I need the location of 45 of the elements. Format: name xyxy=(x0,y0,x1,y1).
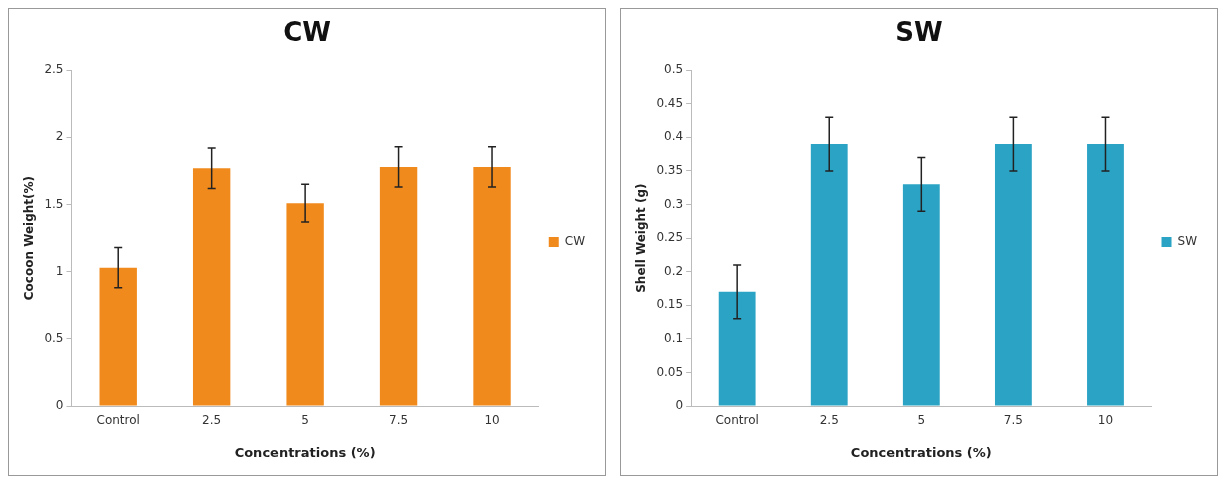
y-tick-label: 0.15 xyxy=(656,297,684,312)
y-axis-title: Shell Weight (g) xyxy=(634,183,649,293)
bar xyxy=(473,166,511,406)
x-tick-label: 2.5 xyxy=(819,413,839,428)
bar xyxy=(379,166,418,406)
y-tick-label: 0 xyxy=(675,398,684,413)
x-tick-label: Control xyxy=(96,413,140,428)
legend-label: SW xyxy=(1177,234,1198,249)
bar xyxy=(902,184,940,406)
y-tick-label: 0.3 xyxy=(664,196,684,211)
chart-title: CW xyxy=(283,17,331,48)
y-tick-label: 0.25 xyxy=(656,230,684,245)
x-tick-label: 7.5 xyxy=(389,413,409,428)
x-tick-label: 5 xyxy=(917,413,926,428)
y-tick-label: 0 xyxy=(55,398,64,413)
y-tick-label: 0.35 xyxy=(656,163,684,178)
x-tick-label: 10 xyxy=(484,413,500,428)
bar xyxy=(994,144,1032,406)
x-tick-label: 10 xyxy=(1097,413,1114,428)
bar xyxy=(192,168,231,406)
bar xyxy=(718,291,756,406)
x-tick-label: Control xyxy=(715,413,759,428)
bar xyxy=(99,267,137,406)
bar xyxy=(1087,144,1124,406)
x-axis-title: Concentrations (%) xyxy=(234,444,376,460)
y-axis-title: Cocoon Weight(%) xyxy=(22,175,37,301)
y-tick-label: 2.5 xyxy=(44,62,64,77)
x-tick-label: 2.5 xyxy=(202,413,222,428)
x-tick-label: 7.5 xyxy=(1003,413,1023,428)
y-tick-label: 0.4 xyxy=(664,129,684,144)
y-tick-label: 0.2 xyxy=(664,263,684,278)
y-tick-label: 1.5 xyxy=(44,196,64,211)
bar xyxy=(810,144,848,406)
bar xyxy=(286,203,324,406)
y-tick-label: 2 xyxy=(55,129,64,144)
y-tick-label: 1 xyxy=(55,263,64,278)
y-tick-label: 0.05 xyxy=(656,364,684,379)
y-tick-label: 0.1 xyxy=(664,330,684,345)
y-tick-label: 0.5 xyxy=(664,62,684,77)
y-tick-label: 0.45 xyxy=(656,95,684,110)
x-axis-title: Concentrations (%) xyxy=(850,444,992,460)
chart-title: SW xyxy=(895,17,943,48)
legend-label: CW xyxy=(564,234,586,249)
x-tick-label: 5 xyxy=(301,413,309,428)
y-tick-label: 0.5 xyxy=(44,330,64,345)
